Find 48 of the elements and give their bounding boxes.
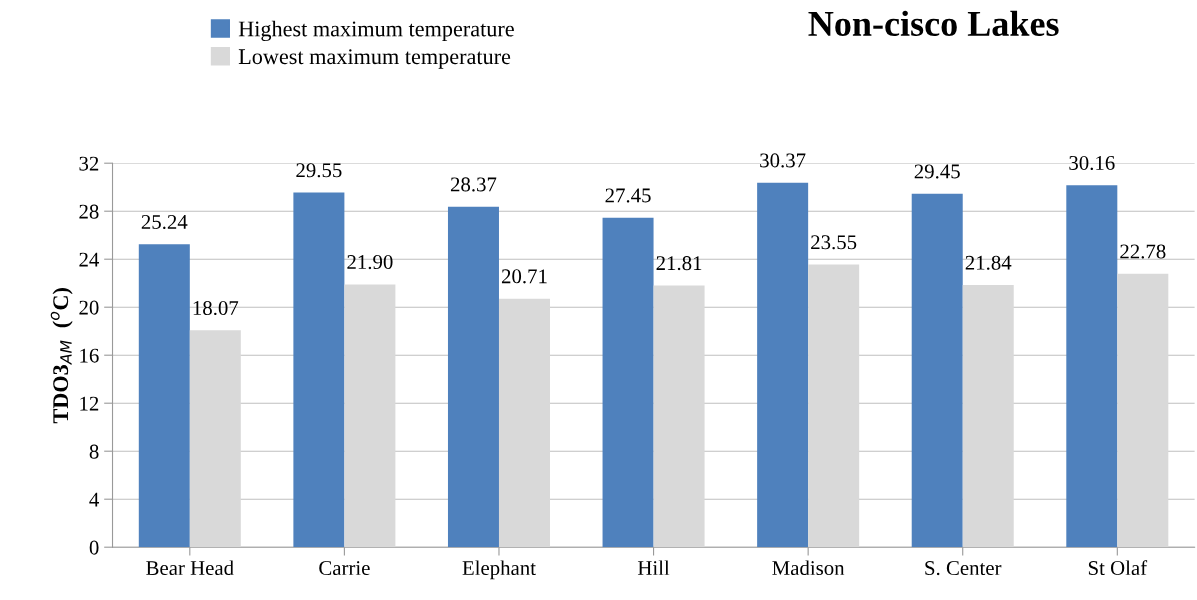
y-axis-title: TDO3$_{AM}$ ($^{o}$C) — [50, 288, 73, 424]
y-tick-label: 32 — [79, 156, 99, 171]
bar — [1066, 185, 1118, 548]
data-label: 29.45 — [914, 164, 960, 179]
bar — [138, 244, 190, 548]
data-label: 21.81 — [656, 256, 702, 271]
x-tick-label: S. Center — [925, 561, 1002, 576]
bar — [344, 284, 396, 548]
y-tick-label: 24 — [79, 252, 99, 267]
chart-title: Non-cisco Lakes — [808, 10, 1059, 37]
data-label: 29.55 — [296, 163, 342, 178]
data-label: 23.55 — [811, 235, 857, 250]
legend-label: Highest maximum temperature — [238, 20, 514, 42]
bar — [757, 182, 809, 548]
data-label: 25.24 — [141, 214, 188, 230]
bar — [653, 285, 705, 548]
data-label: 28.37 — [450, 177, 497, 192]
bar — [602, 217, 654, 548]
legend-label: Lowest maximum temperature — [238, 49, 511, 69]
x-tick-label: Bear Head — [146, 560, 234, 576]
x-tick-label: Carrie — [319, 561, 370, 576]
x-tick-label: Madison — [772, 560, 845, 576]
x-tick-label: Hill — [637, 560, 670, 575]
data-label: 21.84 — [965, 255, 1012, 270]
data-label: 22.78 — [1120, 244, 1166, 259]
y-tick-label: 12 — [80, 396, 99, 411]
bar — [911, 193, 963, 548]
x-tick-label: Elephant — [462, 560, 536, 580]
bar — [293, 192, 345, 548]
y-tick-label: 0 — [89, 540, 99, 555]
data-label: 30.16 — [1069, 155, 1115, 171]
y-tick-label: 20 — [79, 300, 99, 315]
data-label: 27.45 — [605, 188, 651, 203]
y-tick-label: 28 — [79, 204, 99, 219]
bar — [1117, 273, 1169, 548]
bar — [447, 206, 499, 548]
x-tick-label: St Olaf — [1088, 560, 1148, 576]
data-label: 21.90 — [347, 255, 393, 270]
bar — [808, 264, 860, 548]
data-label: 18.07 — [193, 300, 239, 316]
bar — [498, 298, 550, 548]
y-tick-label: 16 — [80, 348, 99, 363]
bar — [189, 330, 241, 548]
y-tick-label: 8 — [89, 444, 99, 459]
data-label: 30.37 — [760, 153, 806, 168]
y-tick-label: 4 — [89, 492, 99, 507]
data-label: 20.71 — [501, 269, 547, 284]
bar — [962, 285, 1014, 548]
